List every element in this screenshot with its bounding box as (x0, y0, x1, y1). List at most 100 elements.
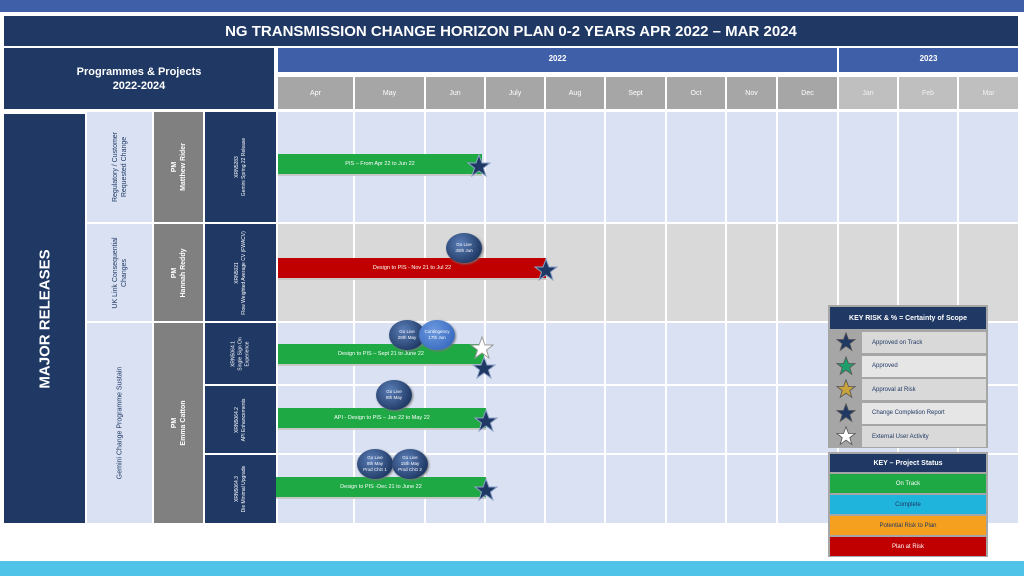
project-name: API Enhancements (240, 398, 247, 441)
category-cell-regulatory: Regulatory / Customer Requested Change (87, 112, 152, 222)
star-icon (830, 332, 862, 353)
star-icon (467, 154, 491, 178)
key-risk-label: Approval at Risk (862, 379, 986, 400)
pm-name: Emma Catton (179, 400, 187, 446)
pm-text: PM Emma Catton (170, 400, 188, 445)
pm-text: PM Matthew Rider (170, 143, 188, 191)
category-label: UK Link Consequential Changes (111, 236, 128, 309)
milestone-contingency: Contingency 17th Jun (419, 320, 455, 350)
bar-xrn5064-2: API - Design to PIS – Jan 22 to May 22 (278, 408, 486, 430)
category-label: Gemini Change Programme Sustain (116, 366, 123, 480)
milestone-line: 30th Jun (455, 248, 473, 253)
project-cell-xrn5064-2: XRN5064.2 API Enhancements (205, 386, 276, 453)
grid-cell (486, 112, 544, 222)
pm-label: PM (170, 267, 178, 278)
project-text: XRN5021 Flow Weighted Average CV (FWACV) (234, 228, 248, 318)
grid-cell (546, 112, 604, 222)
bar-xrn5021: Design to PIS - Nov 21 to Jul 22 (278, 258, 546, 280)
top-accent-bar (0, 0, 1024, 12)
milestone-line: Go Live (456, 242, 472, 247)
grid-cell (839, 224, 897, 321)
status-legend-item: Complete (830, 495, 986, 514)
milestone-line: 8th May (366, 461, 383, 466)
bar-xrn5283: PIS – From Apr 22 to Jun 22 (278, 154, 482, 176)
star-icon (830, 355, 862, 377)
pm-cell-emma: PM Emma Catton (154, 323, 203, 523)
key-risk-label: Change Completion Report (862, 402, 986, 424)
milestone-line: 15th May (400, 461, 420, 466)
page-title: NG TRANSMISSION CHANGE HORIZON PLAN 0-2 … (4, 16, 1018, 46)
grid-cell (899, 224, 957, 321)
project-name: Gemini Spring 22 Release (240, 137, 247, 197)
grid-cell (727, 455, 776, 523)
month-july: July (486, 77, 544, 109)
key-risk-title: KEY RISK & % = Certainty of Scope (830, 307, 986, 329)
project-code: XRN5021 (233, 261, 240, 284)
milestone-line: 28th May (397, 335, 417, 340)
bar-xrn5064-1: Design to PIS – Sept 21 to June 22 (278, 344, 484, 366)
milestone-line: Go Live (402, 455, 418, 460)
star-icon (830, 402, 862, 424)
grid-cell (667, 386, 725, 453)
key-risk-row: Approved on Track (830, 332, 986, 353)
star-icon (830, 379, 862, 400)
milestone-line: Go Live (399, 329, 415, 334)
key-risk-label: Approved (862, 355, 986, 377)
month-jun: Jun (426, 77, 484, 109)
project-text: XRN5064.1 Single Sign On Experience (230, 325, 251, 383)
grid-cell (546, 386, 604, 453)
key-risk-row: Approval at Risk (830, 379, 986, 400)
year-2022: 2022 (278, 48, 837, 72)
grid-cell (727, 112, 776, 222)
project-code: XRN5064.1 (230, 340, 236, 367)
milestone-go-live-chg1: Go Live 8th May Prod ChG 1 (357, 449, 393, 479)
status-legend-item: Potential Risk to Plan (830, 516, 986, 535)
status-legend-item: Plan at Risk (830, 537, 986, 556)
month-sept: Sept (606, 77, 665, 109)
grid-cell (606, 386, 665, 453)
month-mar: Mar (959, 77, 1018, 109)
project-name: Flow Weighted Average CV (FWACV) (240, 230, 247, 315)
bottom-accent-bar (0, 561, 1024, 576)
status-legend-item: On Track (830, 474, 986, 493)
grid-cell (727, 224, 776, 321)
grid-cell (899, 112, 957, 222)
bar-xrn5064-3: Design to PIS -Dec 21 to June 22 (276, 477, 486, 499)
pm-label: PM (170, 161, 178, 173)
grid-cell (667, 224, 725, 321)
grid-cell (667, 112, 725, 222)
grid-cell (778, 224, 837, 321)
project-code: XRN5283 (233, 156, 240, 178)
grid-cell (727, 323, 776, 384)
month-may: May (355, 77, 424, 109)
pm-cell-hannah: PM Hannah Reddy (154, 224, 203, 321)
milestone-line: Go Live (367, 455, 383, 460)
star-icon (474, 478, 498, 502)
category-label: Regulatory / Customer Requested Change (111, 131, 128, 203)
grid-cell (606, 112, 665, 222)
project-cell-xrn5064-3: XRN5064.3 Die Minimal Upgrade (205, 455, 276, 523)
milestone-go-live-jun: Go Live 30th Jun (446, 233, 482, 263)
grid-cell (667, 323, 725, 384)
project-name: Single Sign On Experience (237, 336, 250, 371)
milestone-line: 8th May (385, 395, 402, 400)
grid-cell (778, 386, 837, 453)
month-oct: Oct (667, 77, 725, 109)
grid-cell (727, 386, 776, 453)
grid-cell (546, 224, 604, 321)
grid-cell (778, 455, 837, 523)
project-code: XRN5064.3 (233, 476, 240, 502)
month-nov: Nov (727, 77, 776, 109)
pm-label: PM (170, 417, 178, 429)
pm-name: Matthew Rider (179, 143, 187, 191)
month-dec: Dec (778, 77, 837, 109)
star-icon (474, 409, 498, 433)
pm-cell-matthew: PM Matthew Rider (154, 112, 203, 222)
project-text: XRN5283 Gemini Spring 22 Release (234, 117, 248, 217)
grid-cell (667, 455, 725, 523)
grid-cell (606, 323, 665, 384)
category-cell-gemini: Gemini Change Programme Sustain (87, 323, 152, 523)
key-risk-legend: KEY RISK & % = Certainty of Scope Approv… (828, 305, 988, 448)
major-releases-header: MAJOR RELEASES (4, 114, 85, 523)
star-icon (470, 336, 494, 360)
